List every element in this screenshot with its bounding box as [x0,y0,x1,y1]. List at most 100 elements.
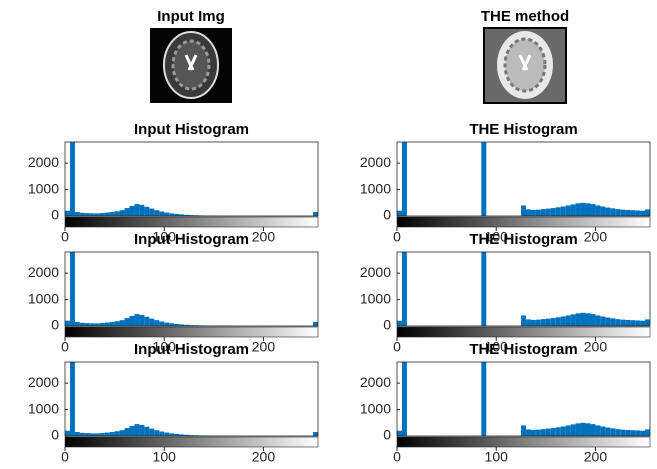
bar [164,212,170,216]
image-title: Input Img [157,8,225,25]
bar [124,208,130,216]
x-tick-label: 200 [584,229,608,245]
bar [575,313,581,326]
bar [560,316,566,326]
bar [74,212,80,216]
bar [401,252,407,326]
bar [580,312,586,326]
x-tick-label: 200 [584,449,608,465]
y-tick-label: 2000 [360,374,391,390]
bar [575,423,581,436]
bar [124,428,130,436]
bar [179,214,185,216]
bar [139,204,145,216]
bar [134,424,140,436]
y-tick-label: 0 [51,317,59,333]
bar [114,321,120,326]
x-tick-label: 0 [61,449,69,465]
plot-area [65,252,318,326]
bar [129,315,135,326]
bar [159,321,165,326]
y-tick-label: 1000 [360,180,391,196]
bar [84,433,90,436]
bar [590,424,596,436]
bar [164,322,170,326]
x-tick-label: 0 [61,229,69,245]
bar [189,215,194,216]
bar [139,424,145,436]
axes-box [396,141,651,217]
bar [69,142,75,216]
bar [74,322,80,326]
y-tick-label: 1000 [360,400,391,416]
bar [94,213,100,216]
bar [570,204,576,216]
bar [174,213,180,216]
method-image [483,27,567,104]
bar [174,323,180,326]
bar [65,320,70,326]
bar [89,323,95,326]
bar [179,324,185,326]
bar [521,425,526,436]
axes-box [396,251,651,327]
bar [640,210,646,216]
bar [184,214,190,216]
y-tick-label: 2000 [28,154,59,170]
x-tick-label: 100 [153,449,177,465]
bar [481,362,487,436]
bar [169,323,175,326]
bar [134,314,140,326]
bar [144,206,150,216]
bar [525,429,531,436]
bar [600,426,606,436]
bar [625,319,631,326]
gray-bar [64,216,319,228]
image-title: THE method [481,8,569,25]
x-tick-label: 100 [485,229,509,245]
bar [129,205,135,216]
bar [397,320,402,326]
y-tick-label: 2000 [28,374,59,390]
bar [109,212,115,216]
chart-title: THE Histogram [469,341,577,358]
bar [570,314,576,326]
bar [174,433,180,436]
plot-area [397,252,650,326]
plot-area [397,362,650,436]
bar [625,429,631,436]
axes-box [64,361,319,437]
bar [630,430,636,436]
bar [313,322,318,326]
bar [84,323,90,326]
bar [555,207,561,216]
x-tick-label: 100 [153,229,177,245]
bar [521,205,526,216]
bar [565,425,571,436]
bar [154,210,160,216]
bar [397,430,402,436]
bar [530,429,536,436]
bar [540,429,546,436]
y-tick-label: 0 [383,317,391,333]
bar [149,318,155,326]
x-tick-label: 0 [393,229,401,245]
bar [545,318,551,326]
bar [104,212,110,216]
y-tick-label: 2000 [360,154,391,170]
x-tick-label: 0 [61,339,69,355]
bar [530,319,536,326]
bar [630,320,636,326]
bar [119,430,125,436]
x-tick-label: 200 [252,229,276,245]
chart-title: THE Histogram [469,231,577,248]
bar [119,210,125,216]
gray-bar [396,436,651,448]
bar [84,213,90,216]
bar [154,320,160,326]
bar [580,202,586,216]
bar [645,209,650,216]
bar [620,319,626,326]
bar [530,209,536,216]
